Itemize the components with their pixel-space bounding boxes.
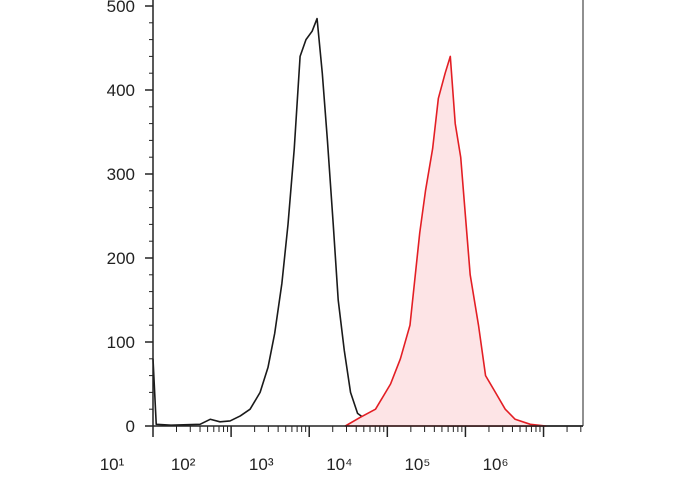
x-tick-label: 10⁶ xyxy=(483,455,509,474)
y-tick-label: 500 xyxy=(107,0,135,16)
x-tick-label: 10² xyxy=(171,455,196,474)
y-tick-label: 200 xyxy=(107,249,135,268)
y-tick-label: 100 xyxy=(107,333,135,352)
histogram-line xyxy=(152,17,583,427)
histogram-area xyxy=(344,55,547,427)
x-tick-label: 10³ xyxy=(249,455,274,474)
y-tick-label: 300 xyxy=(107,165,135,184)
y-tick-label: 400 xyxy=(107,81,135,100)
y-tick-label: 0 xyxy=(126,417,135,436)
x-tick-label: 10¹ xyxy=(100,455,125,474)
x-tick-label: 10⁵ xyxy=(404,455,430,474)
x-tick-label: 10⁴ xyxy=(326,455,352,474)
